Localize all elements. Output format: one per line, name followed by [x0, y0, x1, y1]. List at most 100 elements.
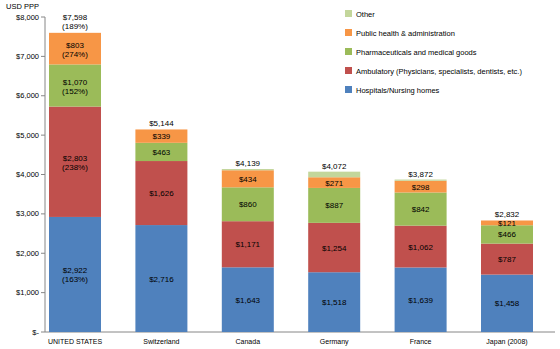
bar-segment	[222, 187, 274, 221]
data-label: $1,458	[495, 299, 520, 308]
data-label: $1,643	[236, 296, 261, 305]
bar-segment	[308, 177, 360, 188]
bar-segment	[308, 172, 360, 178]
x-axis: UNITED STATES Switzerland Canada Germany Fra…	[48, 338, 528, 346]
y-tick-label: $-	[32, 328, 39, 337]
legend-swatch	[345, 67, 352, 74]
total-label: $7,598	[63, 13, 88, 22]
legend-swatch	[345, 48, 352, 55]
y-tick	[41, 174, 45, 175]
y-axis-line	[45, 17, 46, 332]
total-label: $2,832	[495, 210, 520, 219]
chart: USD PPP$-$1,000$2,000$3,000$4,000$5,000$…	[0, 0, 560, 349]
data-label: $1,254	[322, 244, 347, 253]
data-label: $1,639	[408, 296, 433, 305]
total-label: $4,072	[322, 162, 347, 171]
bar-segment	[481, 244, 533, 275]
legend-label: Ambulatory (Physicians, specialists, den…	[356, 67, 522, 76]
bar-segment	[49, 217, 101, 332]
x-tick-label: Canada	[236, 338, 261, 345]
data-label: $298	[412, 183, 430, 192]
total-label: $4,139	[236, 159, 261, 168]
x-tick-label: UNITED STATES	[48, 338, 103, 345]
data-label: $271	[325, 179, 343, 188]
y-tick-label: $7,000	[16, 52, 39, 61]
total-percent-label: (189%)	[62, 22, 88, 31]
total-label: $5,144	[149, 119, 174, 128]
data-labels: $2,922(163%) $2,716 $1,643 $1,518 $1,639 $1,4…	[62, 13, 520, 308]
data-label: $860	[239, 200, 257, 209]
bar-segment	[49, 32, 101, 33]
y-tick-label: $3,000	[16, 209, 39, 218]
data-label: $887	[325, 201, 343, 210]
total-label: $3,872	[408, 170, 433, 179]
percent-label: (274%)	[62, 50, 88, 59]
data-label: $121	[498, 219, 516, 228]
bar-segment	[135, 161, 187, 225]
y-tick-label: $4,000	[16, 170, 39, 179]
bar-segment	[49, 33, 101, 65]
data-label: $2,803	[63, 154, 88, 163]
data-label: $1,062	[408, 243, 433, 252]
bar-segment	[135, 225, 187, 332]
percent-label: (238%)	[62, 163, 88, 172]
legend-label: Public health & administration	[356, 29, 455, 38]
data-label: $1,518	[322, 298, 347, 307]
bar-segment	[481, 225, 533, 243]
data-label: $434	[239, 175, 257, 184]
y-tick-label: $5,000	[16, 131, 39, 140]
data-label: $2,716	[149, 275, 174, 284]
y-axis: $- $1,000 $2,000 $3,000 $4,000 $5,000 $6,000 $7…	[16, 13, 555, 337]
x-tick-label: France	[410, 338, 432, 345]
bar-segment	[222, 170, 274, 187]
y-tick	[41, 253, 45, 254]
data-label: $787	[498, 255, 516, 264]
legend-swatch	[345, 29, 352, 36]
bar-segment	[395, 181, 447, 193]
data-label: $339	[153, 132, 171, 141]
bar-segment	[222, 221, 274, 267]
bars	[49, 33, 533, 332]
x-tick-label: Switzerland	[143, 338, 179, 345]
y-tick-label: $1,000	[16, 288, 39, 297]
legend: OtherPublic health & administrationPharm…	[345, 10, 522, 95]
data-label: $803	[66, 41, 84, 50]
bar-segment	[135, 143, 187, 161]
bar-segment	[135, 129, 187, 142]
y-tick	[41, 56, 45, 57]
legend-swatch	[345, 86, 352, 93]
legend-label: Hospitals/Nursing homes	[356, 86, 440, 95]
data-label: $1,070	[63, 78, 88, 87]
bar-segment	[308, 223, 360, 272]
bar-segment	[308, 188, 360, 223]
data-label: $1,171	[236, 240, 261, 249]
y-tick	[41, 213, 45, 214]
y-tick	[41, 135, 45, 136]
y-axis-label: USD PPP	[6, 2, 39, 11]
bar-segment	[222, 169, 274, 170]
y-tick	[41, 292, 45, 293]
bar-segment	[135, 129, 187, 130]
bar-segment	[395, 180, 447, 181]
data-label: $1,626	[149, 189, 174, 198]
y-tick-label: $6,000	[16, 91, 39, 100]
data-label: $842	[412, 205, 430, 214]
x-tick-label: Japan (2008)	[486, 338, 527, 346]
legend-swatch	[345, 10, 352, 17]
x-axis-line	[45, 332, 555, 333]
y-tick-label: $2,000	[16, 249, 39, 258]
percent-label: (163%)	[62, 275, 88, 284]
data-label: $463	[153, 148, 171, 157]
bar-segment	[308, 272, 360, 332]
bar-segment	[49, 64, 101, 106]
bar-segment	[49, 107, 101, 217]
bar-segment	[395, 267, 447, 332]
y-tick	[41, 332, 45, 333]
percent-label: (152%)	[62, 87, 88, 96]
bar-segment	[395, 226, 447, 268]
data-label: $2,922	[63, 266, 88, 275]
x-tick-label: Germany	[320, 338, 349, 346]
bar-segment	[395, 192, 447, 225]
y-tick	[41, 95, 45, 96]
data-label: $466	[498, 230, 516, 239]
